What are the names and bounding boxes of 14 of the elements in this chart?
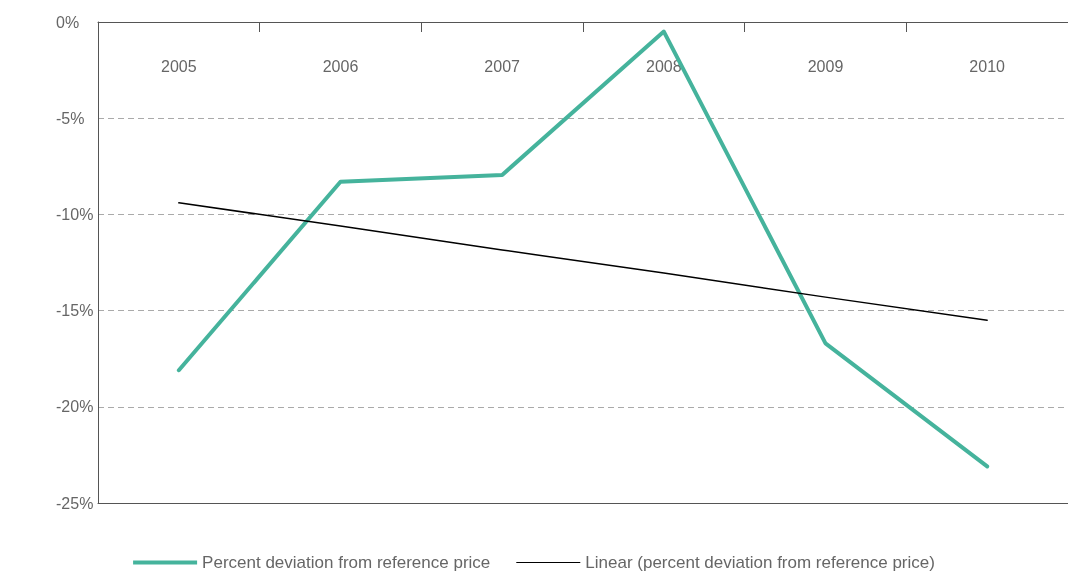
x-tick-label: 2010: [969, 57, 1006, 75]
y-tick-label: -20%: [56, 398, 94, 416]
y-tick-label: -10%: [56, 205, 94, 223]
y-tick-label: -5%: [56, 109, 85, 127]
y-tick-label: -25%: [56, 494, 94, 512]
line-series: [178, 202, 988, 321]
y-tick-label: 0%: [56, 13, 80, 31]
x-tick-label: 2007: [484, 57, 521, 75]
legend-label: Percent deviation from reference price: [202, 553, 491, 572]
y-tick-label: -15%: [56, 302, 94, 320]
x-tick-label: 2005: [161, 57, 197, 75]
legend-label: Linear (percent deviation from reference price): [585, 553, 935, 572]
x-tick-label: 2009: [807, 57, 844, 75]
x-tick-label: 2006: [322, 57, 359, 75]
